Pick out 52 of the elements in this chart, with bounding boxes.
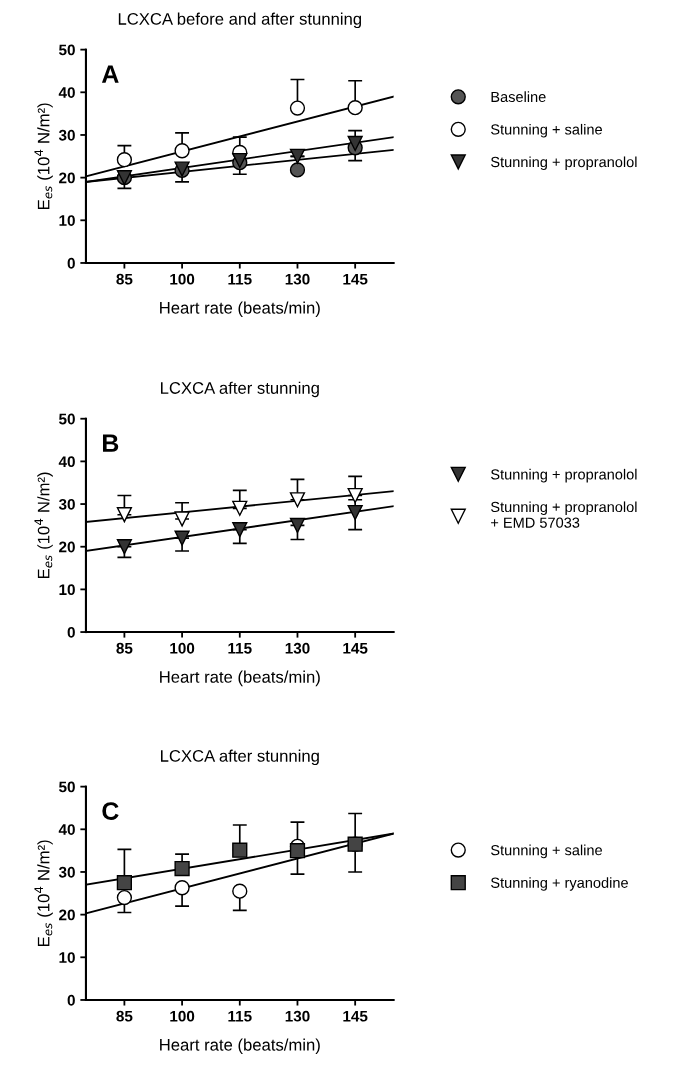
legend-label: Stunning + ryanodine <box>491 877 628 891</box>
x-tick-label: 145 <box>343 1010 368 1022</box>
x-tick-label: 100 <box>170 1010 195 1022</box>
annotation: A <box>101 65 119 83</box>
x-tick-label: 100 <box>170 273 195 285</box>
y-tick-label: 20 <box>59 172 75 184</box>
y-tick-label: 40 <box>58 824 75 835</box>
x-tick-label: 145 <box>343 273 368 285</box>
x-tick-label: 130 <box>285 273 310 285</box>
y-tick-label: 10 <box>59 584 75 596</box>
y-tick-label: 40 <box>58 456 75 468</box>
y-tick-label: 10 <box>59 215 75 226</box>
y-tick-label: 50 <box>58 781 75 793</box>
y-tick-label: 0 <box>67 626 75 638</box>
x-tick-label: 100 <box>170 642 195 654</box>
y-tick-label: 50 <box>58 44 75 56</box>
y-tick-label: 30 <box>58 866 75 878</box>
legend-label: Stunning + saline <box>491 844 602 859</box>
x-tick-label: 145 <box>343 643 368 654</box>
x-tick-label: 115 <box>228 1010 252 1022</box>
x-axis-title: Heart rate (beats/min) <box>160 1038 320 1055</box>
y-tick-label: 20 <box>59 541 75 553</box>
legend-label: Stunning + propranolol <box>491 156 637 171</box>
x-axis-title: Heart rate (beats/min) <box>160 670 320 687</box>
y-tick-label: 0 <box>67 257 75 269</box>
x-tick-label: 130 <box>285 642 310 654</box>
chart-title: LCXCA after stunning <box>161 381 319 398</box>
legend-label: Stunning + propranolol <box>491 468 637 483</box>
chart-title: LCXCA before and after stunning <box>118 12 362 29</box>
x-tick-label: 130 <box>285 1010 310 1022</box>
y-tick-label: 0 <box>67 994 75 1006</box>
y-tick-label: 10 <box>59 952 75 963</box>
x-tick-label: 85 <box>116 273 133 285</box>
x-tick-label: 85 <box>116 1010 133 1022</box>
y-axis-title: E$_{es}$ (10$^{4}$ N/m²) <box>34 103 53 210</box>
y-tick-label: 50 <box>58 413 75 425</box>
x-tick-label: 115 <box>228 643 252 654</box>
legend-label: Stunning + saline <box>491 123 602 138</box>
y-tick-label: 20 <box>59 909 75 921</box>
x-tick-label: 115 <box>228 273 252 285</box>
legend-label: Baseline <box>491 91 546 103</box>
y-tick-label: 30 <box>58 129 75 141</box>
annotation: B <box>102 434 119 452</box>
y-axis-title: E$_{es}$ (10$^{4}$ N/m²) <box>34 472 53 579</box>
y-axis-title: E$_{es}$ (10$^{4}$ N/m²) <box>34 840 53 947</box>
chart-title: LCXCA after stunning <box>161 749 319 766</box>
annotation: C <box>102 802 119 820</box>
x-axis-title: Heart rate (beats/min) <box>160 301 320 318</box>
y-tick-label: 30 <box>58 498 75 510</box>
legend-label: Stunning + propranolol + EMD 57033 <box>491 501 637 528</box>
x-tick-label: 85 <box>116 642 133 654</box>
y-tick-label: 40 <box>58 87 75 98</box>
